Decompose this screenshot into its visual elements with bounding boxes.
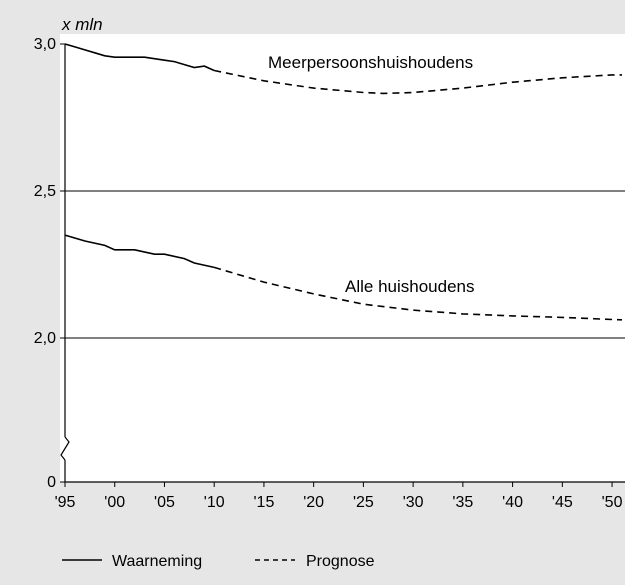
axes: 0 2,0 2,5 3,0 '95 '00 '05 '10 '15 '20 '25 '30 '35 '40… (34, 36, 625, 511)
series-observed-line (64, 43, 215, 72)
series-observed-line (64, 234, 215, 269)
series-label-alle-huishoudens: Alle huishoudens (345, 277, 474, 296)
unit-label: x mln (61, 15, 103, 34)
series-forecast-line (214, 69, 622, 95)
x-tick-label: '15 (253, 494, 274, 511)
series-forecast-line (213, 266, 623, 321)
y-tick-label: 2,5 (34, 183, 56, 200)
y-axis-break-mark (60, 436, 70, 461)
y-tick-label: 0 (47, 474, 56, 491)
legend-label-prognose: Prognose (306, 553, 375, 570)
x-tick-label: '35 (452, 494, 473, 511)
y-tick-label: 2,0 (34, 330, 56, 347)
x-tick-label: '30 (403, 494, 424, 511)
gridlines (65, 190, 625, 339)
x-tick-label: '10 (204, 494, 225, 511)
series-annotations: Meerpersoonshuishoudens Alle huishoudens (268, 53, 474, 296)
x-tick-label: '45 (552, 494, 573, 511)
plot-background (60, 34, 625, 482)
x-tick-label: '20 (303, 494, 324, 511)
x-tick-label: '05 (154, 494, 175, 511)
x-tick-label: '50 (602, 494, 623, 511)
x-tick-label: '95 (55, 494, 76, 511)
x-tick-label: '00 (104, 494, 125, 511)
legend-label-waarneming: Waarneming (112, 553, 202, 570)
x-tick-label: '25 (353, 494, 374, 511)
x-tick-label: '40 (502, 494, 523, 511)
series-lines (64, 43, 623, 321)
series-label-meerpersoonshuishoudens: Meerpersoonshuishoudens (268, 53, 473, 72)
legend: Waarneming Prognose (62, 553, 375, 570)
y-tick-label: 3,0 (34, 36, 56, 53)
